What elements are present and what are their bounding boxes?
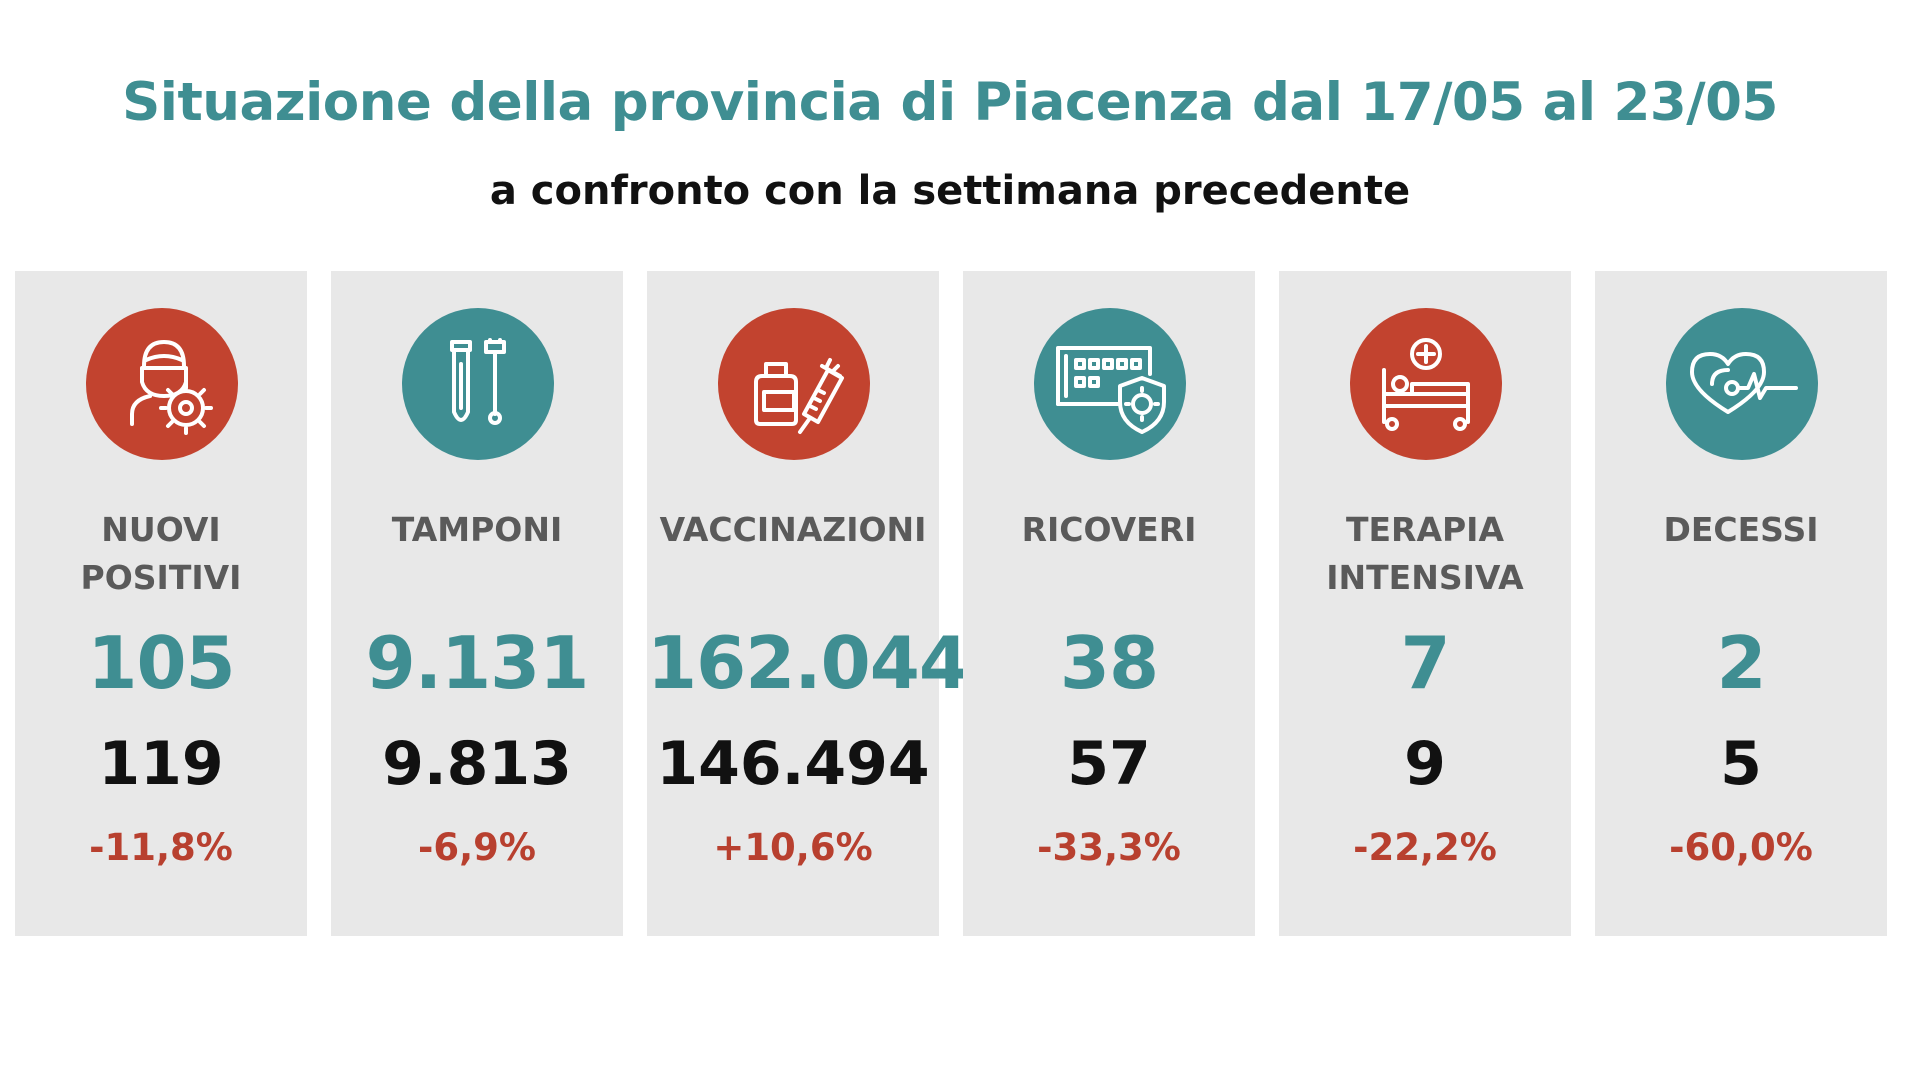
icon-background (402, 308, 554, 460)
card-vaccinazioni: VACCINAZIONI 162.044 146.494 +10,6% (647, 271, 969, 936)
card-label: DECESSI (1663, 510, 1819, 549)
card-tamponi: TAMPONI 9.131 9.813 -6,9% (331, 271, 623, 936)
heart-pulse-icon (1666, 308, 1818, 460)
previous-week-value: 57 (1067, 729, 1151, 799)
page-subtitle: a confronto con la settimana precedente (489, 168, 1411, 214)
stats-cards: NUOVI POSITIVI 105 119 -11,8% TAMPONI 9.… (0, 271, 1920, 936)
current-week-value: 38 (1059, 621, 1159, 705)
hospital-bed-icon (1350, 308, 1502, 460)
icon-background (1666, 308, 1818, 460)
previous-week-value: 9 (1404, 729, 1446, 799)
percent-change: -22,2% (1353, 826, 1497, 869)
percent-change: -60,0% (1669, 826, 1813, 869)
current-week-value: 7 (1400, 621, 1450, 705)
card-label: VACCINAZIONI (659, 510, 927, 549)
current-week-value: 9.131 (365, 621, 590, 705)
current-week-value: 2 (1716, 621, 1766, 705)
vaccine-vial-syringe-icon (718, 308, 870, 460)
percent-change: +10,6% (713, 826, 873, 869)
percent-change: -11,8% (89, 826, 233, 869)
card-label: NUOVI POSITIVI (80, 510, 242, 597)
previous-week-value: 5 (1720, 729, 1762, 799)
percent-change: -33,3% (1037, 826, 1181, 869)
card-decessi: DECESSI 2 5 -60,0% (1595, 271, 1887, 936)
page-title: Situazione della provincia di Piacenza d… (122, 72, 1778, 133)
icon-background (86, 308, 238, 460)
masked-person-virus-icon (86, 308, 238, 460)
card-label: TAMPONI (391, 510, 563, 549)
previous-week-value: 9.813 (382, 729, 572, 799)
current-week-value: 105 (87, 621, 235, 705)
card-ricoveri: RICOVERI 38 57 -33,3% (963, 271, 1255, 936)
previous-week-value: 146.494 (656, 729, 930, 799)
card-label: TERAPIA INTENSIVA (1326, 510, 1524, 597)
hospital-shield-virus-icon (1034, 308, 1186, 460)
card-nuovi-positivi: NUOVI POSITIVI 105 119 -11,8% (15, 271, 307, 936)
percent-change: -6,9% (418, 826, 536, 869)
previous-week-value: 119 (98, 729, 224, 799)
card-label: RICOVERI (1021, 510, 1197, 549)
current-week-value: 162.044 (647, 621, 969, 705)
test-tubes-icon (402, 308, 554, 460)
card-terapia-intensiva: TERAPIA INTENSIVA 7 9 -22,2% (1279, 271, 1571, 936)
